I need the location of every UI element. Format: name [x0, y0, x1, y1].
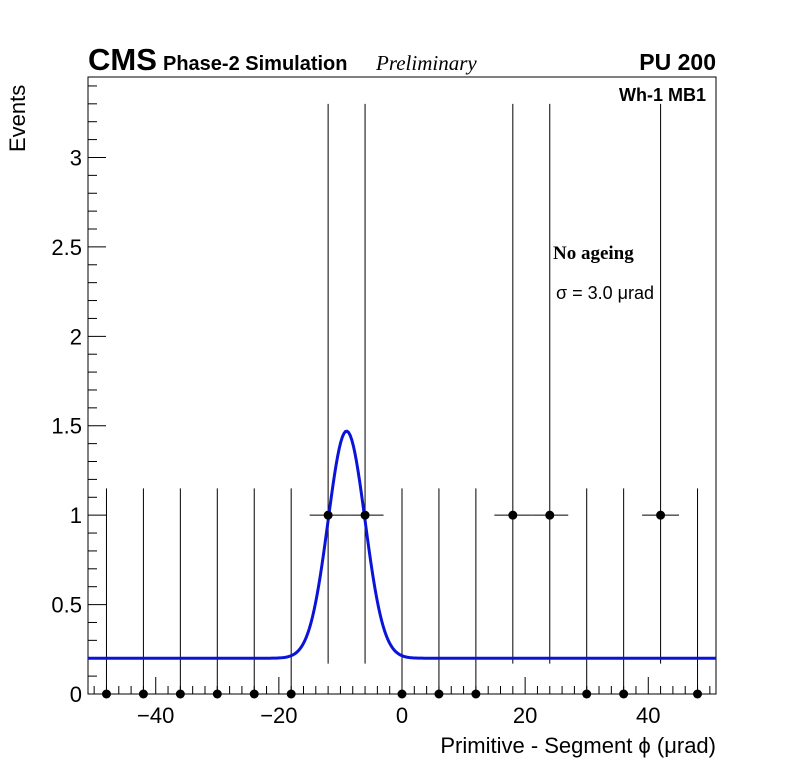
y-tick-label: 0 — [70, 682, 82, 707]
data-point — [286, 689, 296, 699]
data-point — [619, 689, 629, 699]
tick-labels: −40 −20 0 20 40 0 0.5 1 1.5 2 2.5 3 — [51, 145, 660, 728]
data-point — [545, 510, 555, 520]
region-label: Wh-1 MB1 — [619, 85, 706, 105]
data-point — [508, 510, 518, 520]
data-point — [471, 689, 481, 699]
y-tick-label: 3 — [70, 145, 82, 170]
y-tick-label: 1 — [70, 503, 82, 528]
x-tick-label: −20 — [260, 703, 297, 728]
x-tick-label: 0 — [396, 703, 408, 728]
data-point — [360, 510, 370, 520]
fit-curve-layer — [88, 429, 716, 660]
data-point — [101, 689, 111, 699]
data-point — [323, 510, 333, 520]
x-tick-label: −40 — [137, 703, 174, 728]
data-points — [101, 510, 703, 699]
fit-curve — [88, 429, 716, 660]
y-tick-label: 0.5 — [51, 593, 82, 618]
axis-ticks — [88, 85, 711, 695]
phase2-label: Phase-2 Simulation — [163, 53, 348, 75]
pileup-label: PU 200 — [639, 49, 716, 75]
y-tick-label: 1.5 — [51, 414, 82, 439]
cms-label: CMS — [88, 42, 157, 77]
y-tick-label: 2 — [70, 324, 82, 349]
ageing-annotation: No ageing — [553, 243, 634, 264]
y-tick-label: 2.5 — [51, 235, 82, 260]
x-tick-label: 40 — [636, 703, 660, 728]
data-point — [175, 689, 185, 699]
sigma-annotation: σ = 3.0 μrad — [556, 283, 654, 303]
x-axis-title: Primitive - Segment ϕ (μrad) — [440, 733, 716, 758]
data-point — [249, 689, 259, 699]
data-point — [582, 689, 592, 699]
data-point — [656, 510, 666, 520]
data-point — [138, 689, 148, 699]
data-point — [397, 689, 407, 699]
x-tick-label: 20 — [513, 703, 537, 728]
y-axis-title: Events — [5, 85, 30, 152]
data-point — [212, 689, 222, 699]
data-point — [434, 689, 444, 699]
error-bars — [88, 103, 716, 695]
preliminary-label: Preliminary — [375, 51, 477, 75]
data-point — [693, 689, 703, 699]
